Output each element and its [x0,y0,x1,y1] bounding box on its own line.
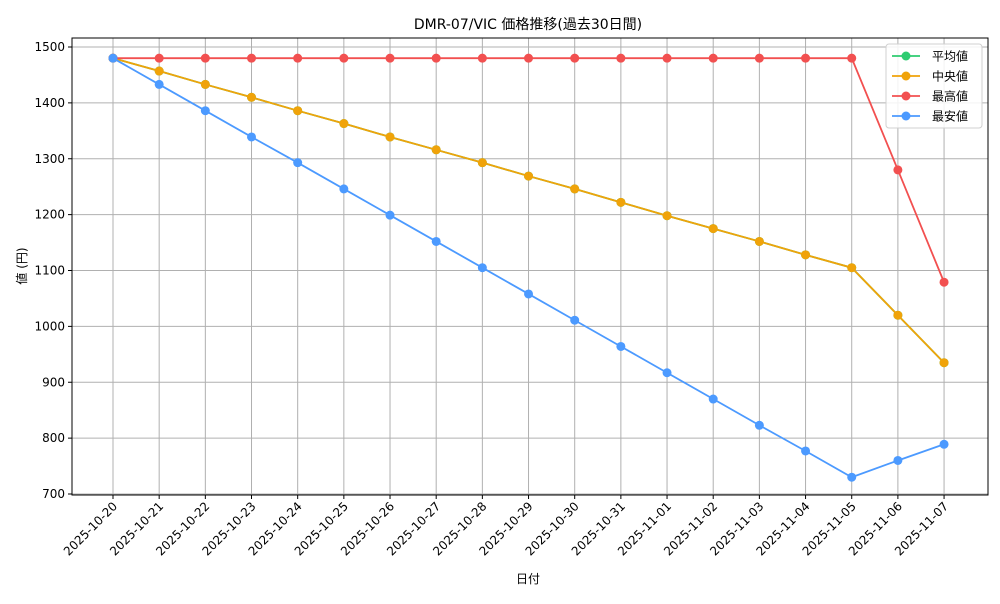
y-tick-label: 1000 [34,319,65,333]
chart-title: DMR-07/VIC 価格推移(過去30日間) [414,17,642,33]
legend-marker-icon [901,111,911,121]
data-point [431,236,441,246]
data-point [339,184,349,194]
data-point [754,420,764,430]
legend-marker-icon [901,71,911,81]
data-point [477,53,487,63]
data-point [200,53,210,63]
data-point [385,53,395,63]
series-最安値 [108,53,949,482]
data-point [524,53,534,63]
data-point [847,263,857,273]
data-point [247,132,257,142]
plot-area-frame [71,37,989,496]
data-point [939,277,949,287]
data-point [616,341,626,351]
data-point [570,53,580,63]
y-axis: 700 800 900 1000 1100 1200 1300 1400 1500 [34,40,72,501]
data-point [431,145,441,155]
x-axis: 2025-10-202025-10-212025-10-222025-10-23… [61,495,951,558]
y-tick-label: 1400 [34,96,65,110]
legend-marker-icon [901,51,911,61]
data-point [754,53,764,63]
data-point [939,439,949,449]
y-tick-label: 1100 [34,264,65,278]
y-axis-label: 値 (円) [14,247,29,284]
data-point [847,472,857,482]
data-point [662,53,672,63]
data-point [385,210,395,220]
data-point [801,446,811,456]
data-point [339,53,349,63]
data-point [708,394,718,404]
y-tick-label: 800 [42,431,65,445]
data-point [524,289,534,299]
data-point [108,53,118,63]
data-point [939,358,949,368]
data-point [662,368,672,378]
data-point [431,53,441,63]
legend-item: 最安値 [892,109,968,124]
x-axis-label: 日付 [516,572,540,586]
data-point [524,171,534,181]
legend-box [885,43,983,129]
data-point [616,53,626,63]
legend-label: 最安値 [932,109,968,124]
data-point [339,119,349,129]
data-point [893,310,903,320]
data-point [385,132,395,142]
legend-label: 最高値 [932,89,968,104]
y-tick-label: 1300 [34,152,65,166]
data-point [154,66,164,76]
legend-marker-icon [901,91,911,101]
data-point [200,79,210,89]
data-point [570,315,580,325]
data-point [570,184,580,194]
data-point [662,211,672,221]
data-point [154,53,164,63]
data-point [893,165,903,175]
series-中央値 [108,53,949,368]
data-point [200,106,210,116]
data-point [708,53,718,63]
legend-item: 平均値 [892,49,968,64]
data-point [708,224,718,234]
legend-label: 平均値 [932,49,968,64]
data-point [247,53,257,63]
data-point [893,455,903,465]
data-point [293,106,303,116]
data-series [108,53,949,482]
legend-item: 中央値 [892,69,968,84]
data-point [477,158,487,168]
data-point [801,53,811,63]
y-tick-label: 1200 [34,208,65,222]
data-point [847,53,857,63]
data-point [616,197,626,207]
data-point [293,158,303,168]
y-tick-label: 700 [42,487,65,501]
legend-item: 最高値 [892,89,968,104]
data-point [247,92,257,102]
y-tick-label: 1500 [34,40,65,54]
legend-label: 中央値 [932,69,968,84]
data-point [154,79,164,89]
y-tick-label: 900 [42,375,65,389]
data-point [477,263,487,273]
data-point [801,250,811,260]
data-point [293,53,303,63]
data-point [754,236,764,246]
